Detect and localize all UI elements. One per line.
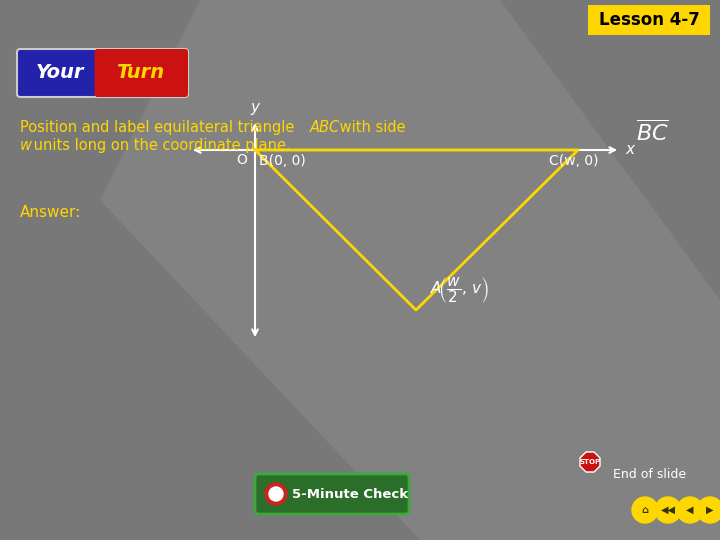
Circle shape	[697, 497, 720, 523]
Text: B(0, 0): B(0, 0)	[259, 154, 306, 168]
Text: STOP: STOP	[580, 459, 600, 465]
Circle shape	[632, 497, 658, 523]
Text: $A\!\left(\dfrac{w}{2},\,v\right)$: $A\!\left(\dfrac{w}{2},\,v\right)$	[430, 275, 489, 305]
Text: 5-Minute Check: 5-Minute Check	[292, 488, 408, 501]
Text: End of slide: End of slide	[613, 469, 686, 482]
FancyBboxPatch shape	[588, 5, 710, 35]
Polygon shape	[580, 452, 600, 472]
Text: w: w	[20, 138, 32, 153]
Text: with side: with side	[335, 120, 405, 135]
Text: C(w, 0): C(w, 0)	[549, 154, 599, 168]
Text: ABC: ABC	[310, 120, 341, 135]
Circle shape	[677, 497, 703, 523]
Text: units long on the coordinate plane.: units long on the coordinate plane.	[29, 138, 291, 153]
Text: Your: Your	[35, 64, 84, 83]
Polygon shape	[100, 0, 720, 540]
FancyBboxPatch shape	[94, 49, 188, 97]
Text: ▶: ▶	[706, 505, 714, 515]
Text: ⌂: ⌂	[642, 505, 649, 515]
Text: x: x	[625, 143, 634, 158]
Text: O: O	[236, 153, 247, 167]
Text: Lesson 4-7: Lesson 4-7	[598, 11, 699, 29]
Circle shape	[265, 483, 287, 505]
Circle shape	[269, 487, 283, 501]
Text: $\overline{BC}$: $\overline{BC}$	[636, 120, 668, 145]
Text: ◀◀: ◀◀	[660, 505, 675, 515]
Text: Position and label equilateral triangle: Position and label equilateral triangle	[20, 120, 299, 135]
Text: Answer:: Answer:	[20, 205, 81, 220]
Text: y: y	[251, 100, 259, 115]
Text: ◀: ◀	[686, 505, 694, 515]
Text: Turn: Turn	[117, 64, 164, 83]
Circle shape	[655, 497, 681, 523]
FancyBboxPatch shape	[255, 474, 409, 514]
FancyBboxPatch shape	[17, 49, 188, 97]
